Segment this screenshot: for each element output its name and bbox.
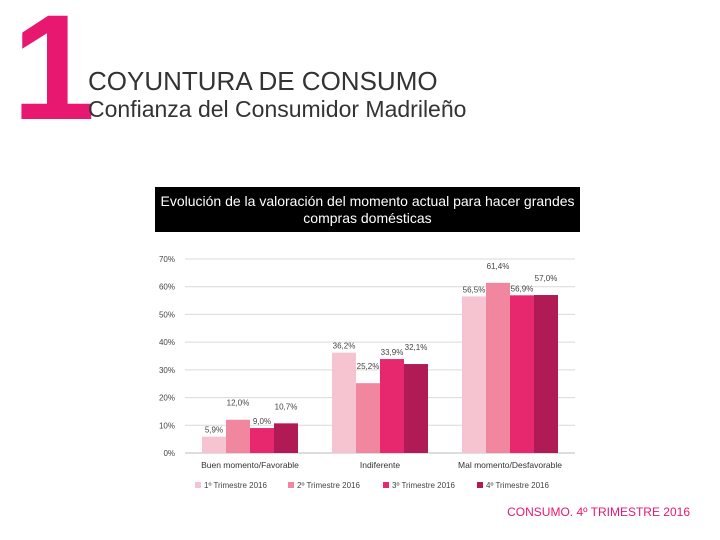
- y-tick-label: 20%: [159, 394, 175, 403]
- data-label: 5,9%: [205, 426, 223, 435]
- slide-subtitle: Confianza del Consumidor Madrileño: [88, 96, 467, 122]
- bar: [486, 282, 510, 453]
- y-tick-label: 40%: [159, 338, 175, 347]
- data-label: 57,0%: [535, 274, 558, 283]
- slide-number: 1: [12, 0, 95, 151]
- bar: [380, 359, 404, 453]
- y-tick-label: 10%: [159, 421, 175, 430]
- bar: [226, 419, 250, 453]
- bar: [332, 352, 356, 453]
- data-label: 25,2%: [357, 362, 380, 371]
- data-label: 56,9%: [511, 284, 534, 293]
- x-tick-label: Indiferente: [360, 460, 400, 470]
- legend-swatch: [477, 482, 483, 488]
- legend-label: 2º Trimestre 2016: [297, 481, 361, 490]
- y-tick-label: 0%: [163, 449, 175, 458]
- legend-swatch: [195, 482, 201, 488]
- data-label: 9,0%: [253, 417, 271, 426]
- bar: [510, 295, 534, 453]
- x-tick-label: Buen momento/Favorable: [201, 460, 299, 470]
- bar: [534, 295, 558, 453]
- data-label: 61,4%: [487, 262, 510, 271]
- legend-label: 3º Trimestre 2016: [392, 481, 456, 490]
- y-tick-label: 70%: [159, 255, 175, 264]
- legend-label: 1º Trimestre 2016: [204, 481, 268, 490]
- x-tick-label: Mal momento/Desfavorable: [458, 460, 562, 470]
- data-label: 12,0%: [227, 399, 250, 408]
- chart-title: Evolución de la valoración del momento a…: [155, 187, 580, 232]
- footer-text: CONSUMO. 4º TRIMESTRE 2016: [507, 505, 690, 519]
- data-label: 36,2%: [333, 342, 356, 351]
- y-tick-label: 50%: [159, 310, 175, 319]
- legend-swatch: [288, 482, 294, 488]
- bar: [202, 436, 226, 453]
- bar: [250, 428, 274, 453]
- bar: [462, 296, 486, 453]
- bar: [404, 364, 428, 453]
- y-tick-label: 30%: [159, 366, 175, 375]
- data-label: 32,1%: [405, 343, 428, 352]
- data-label: 56,5%: [463, 285, 486, 294]
- data-label: 10,7%: [275, 402, 298, 411]
- bar: [274, 423, 298, 453]
- data-label: 33,9%: [381, 348, 404, 357]
- y-tick-label: 60%: [159, 283, 175, 292]
- slide-title: COYUNTURA DE CONSUMO: [88, 66, 438, 96]
- legend-label: 4º Trimestre 2016: [486, 481, 550, 490]
- legend-swatch: [383, 482, 389, 488]
- bar: [356, 383, 380, 453]
